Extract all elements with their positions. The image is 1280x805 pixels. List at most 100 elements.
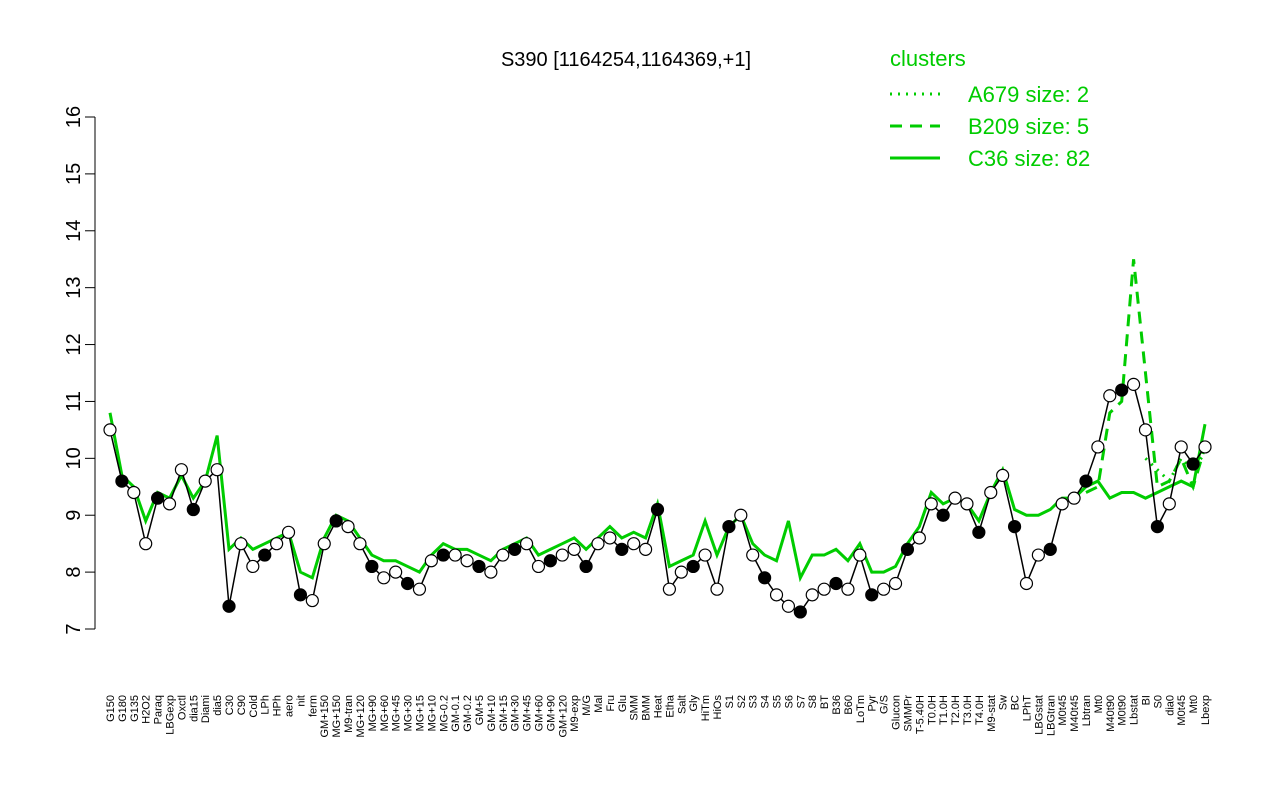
x-tick-label: Fru bbox=[605, 695, 617, 712]
x-tick-label: S4 bbox=[760, 695, 772, 708]
x-tick-label: Diami bbox=[200, 695, 212, 723]
x-tick-label: GM+60 bbox=[533, 695, 545, 731]
x-tick-label: GM-0.2 bbox=[462, 695, 474, 732]
expression-point bbox=[734, 508, 748, 522]
expression-point bbox=[103, 423, 117, 437]
expression-point bbox=[877, 582, 891, 596]
x-tick-label: B36 bbox=[831, 695, 843, 715]
expression-point bbox=[151, 491, 165, 505]
x-tick-label: LPh bbox=[260, 695, 272, 715]
expression-point bbox=[531, 559, 546, 574]
expression-point bbox=[865, 588, 879, 602]
expression-point bbox=[758, 571, 772, 585]
expression-point bbox=[1174, 440, 1188, 454]
x-tick-label: SMM bbox=[629, 695, 641, 721]
x-tick-label: dia15 bbox=[188, 695, 200, 722]
expression-point bbox=[841, 582, 855, 596]
x-tick-label: T-5.40H bbox=[914, 695, 926, 734]
expression-point bbox=[246, 559, 260, 574]
x-tick-label: Glu bbox=[617, 695, 629, 712]
x-tick-label: T1.0H bbox=[938, 695, 950, 725]
expression-point bbox=[1055, 497, 1069, 511]
x-tick-label: Paraq bbox=[153, 695, 165, 724]
expression-point bbox=[258, 548, 272, 562]
x-tick-label: Lbtran bbox=[1081, 695, 1093, 726]
expression-point bbox=[793, 605, 807, 619]
x-tick-label: C30 bbox=[224, 695, 236, 715]
expression-point bbox=[888, 576, 903, 591]
x-tick-label: Glucon bbox=[891, 695, 903, 730]
expression-point bbox=[984, 485, 998, 500]
x-tick-label: GM+5 bbox=[474, 695, 486, 725]
x-tick-label: LoTm bbox=[855, 695, 867, 723]
x-tick-label: Mt0 bbox=[1188, 695, 1200, 713]
y-tick-label: 10 bbox=[63, 447, 85, 469]
y-tick-label: 7 bbox=[63, 623, 85, 634]
x-tick-label: GM+10 bbox=[486, 695, 498, 731]
expression-point bbox=[353, 537, 367, 551]
expression-point bbox=[543, 554, 557, 568]
x-tick-label: aero bbox=[284, 695, 296, 717]
y-tick-label: 8 bbox=[63, 567, 85, 578]
expression-point bbox=[948, 491, 962, 505]
x-tick-label: HPh bbox=[272, 695, 284, 716]
x-tick-label: ferm bbox=[307, 695, 319, 717]
x-tick-label: Oxctl bbox=[176, 695, 188, 720]
expression-point bbox=[805, 588, 819, 602]
x-tick-label: Sw bbox=[998, 695, 1010, 710]
expression-point bbox=[519, 537, 534, 551]
cluster-line bbox=[1085, 259, 1207, 494]
expression-point bbox=[674, 565, 688, 579]
expression-point bbox=[591, 537, 605, 551]
expression-point bbox=[424, 554, 438, 568]
x-tick-label: MG+10 bbox=[426, 695, 438, 731]
expression-point bbox=[817, 582, 831, 596]
x-tick-label: BMM bbox=[641, 695, 653, 721]
x-tick-label: G/S bbox=[879, 695, 891, 714]
y-tick-label: 16 bbox=[63, 106, 85, 128]
expression-point bbox=[1150, 519, 1164, 534]
expression-point bbox=[710, 582, 724, 596]
x-tick-label: GM+90 bbox=[545, 695, 557, 731]
x-tick-label: SMMPr bbox=[902, 695, 914, 732]
expression-point bbox=[1067, 491, 1081, 505]
expression-point bbox=[1126, 377, 1141, 391]
expression-point bbox=[960, 497, 974, 511]
x-tick-label: S8 bbox=[807, 695, 819, 708]
expression-point bbox=[281, 525, 296, 539]
expression-point bbox=[579, 559, 593, 574]
x-tick-label: M9-tran bbox=[343, 695, 355, 733]
x-tick-label: MG+30 bbox=[403, 695, 415, 731]
expression-point bbox=[127, 485, 141, 500]
expression-point bbox=[400, 576, 415, 591]
x-tick-label: M0t90 bbox=[1117, 695, 1129, 726]
x-tick-label: HiOs bbox=[712, 695, 724, 720]
x-tick-label: GM+15 bbox=[498, 695, 510, 731]
expression-point bbox=[1198, 440, 1212, 454]
x-tick-label: M40t45 bbox=[1069, 695, 1081, 732]
x-tick-label: M40t90 bbox=[1105, 695, 1117, 732]
y-tick-label: 12 bbox=[63, 333, 85, 355]
x-tick-label: M9-stat bbox=[986, 695, 998, 732]
x-tick-label: MG+60 bbox=[379, 695, 391, 731]
expression-point bbox=[912, 531, 926, 545]
expression-point bbox=[460, 554, 474, 568]
expression-point bbox=[1138, 423, 1153, 437]
expression-point bbox=[936, 508, 950, 522]
x-tick-label: dia0 bbox=[1164, 695, 1176, 716]
x-tick-label: S7 bbox=[795, 695, 807, 708]
x-tick-label: G135 bbox=[129, 695, 141, 722]
x-tick-label: G180 bbox=[117, 695, 129, 722]
expression-point bbox=[234, 537, 248, 551]
x-tick-label: GM-0.1 bbox=[450, 695, 462, 732]
legend-label: A679 size: 2 bbox=[968, 82, 1089, 107]
x-tick-label: T0.0H bbox=[926, 695, 938, 725]
expression-point bbox=[972, 525, 986, 539]
expression-point bbox=[448, 548, 462, 562]
x-tick-label: H2O2 bbox=[141, 695, 153, 724]
x-tick-label: S5 bbox=[772, 695, 784, 708]
expression-point bbox=[412, 582, 427, 596]
expression-point bbox=[567, 542, 581, 556]
x-tick-label: Mal bbox=[593, 695, 605, 713]
